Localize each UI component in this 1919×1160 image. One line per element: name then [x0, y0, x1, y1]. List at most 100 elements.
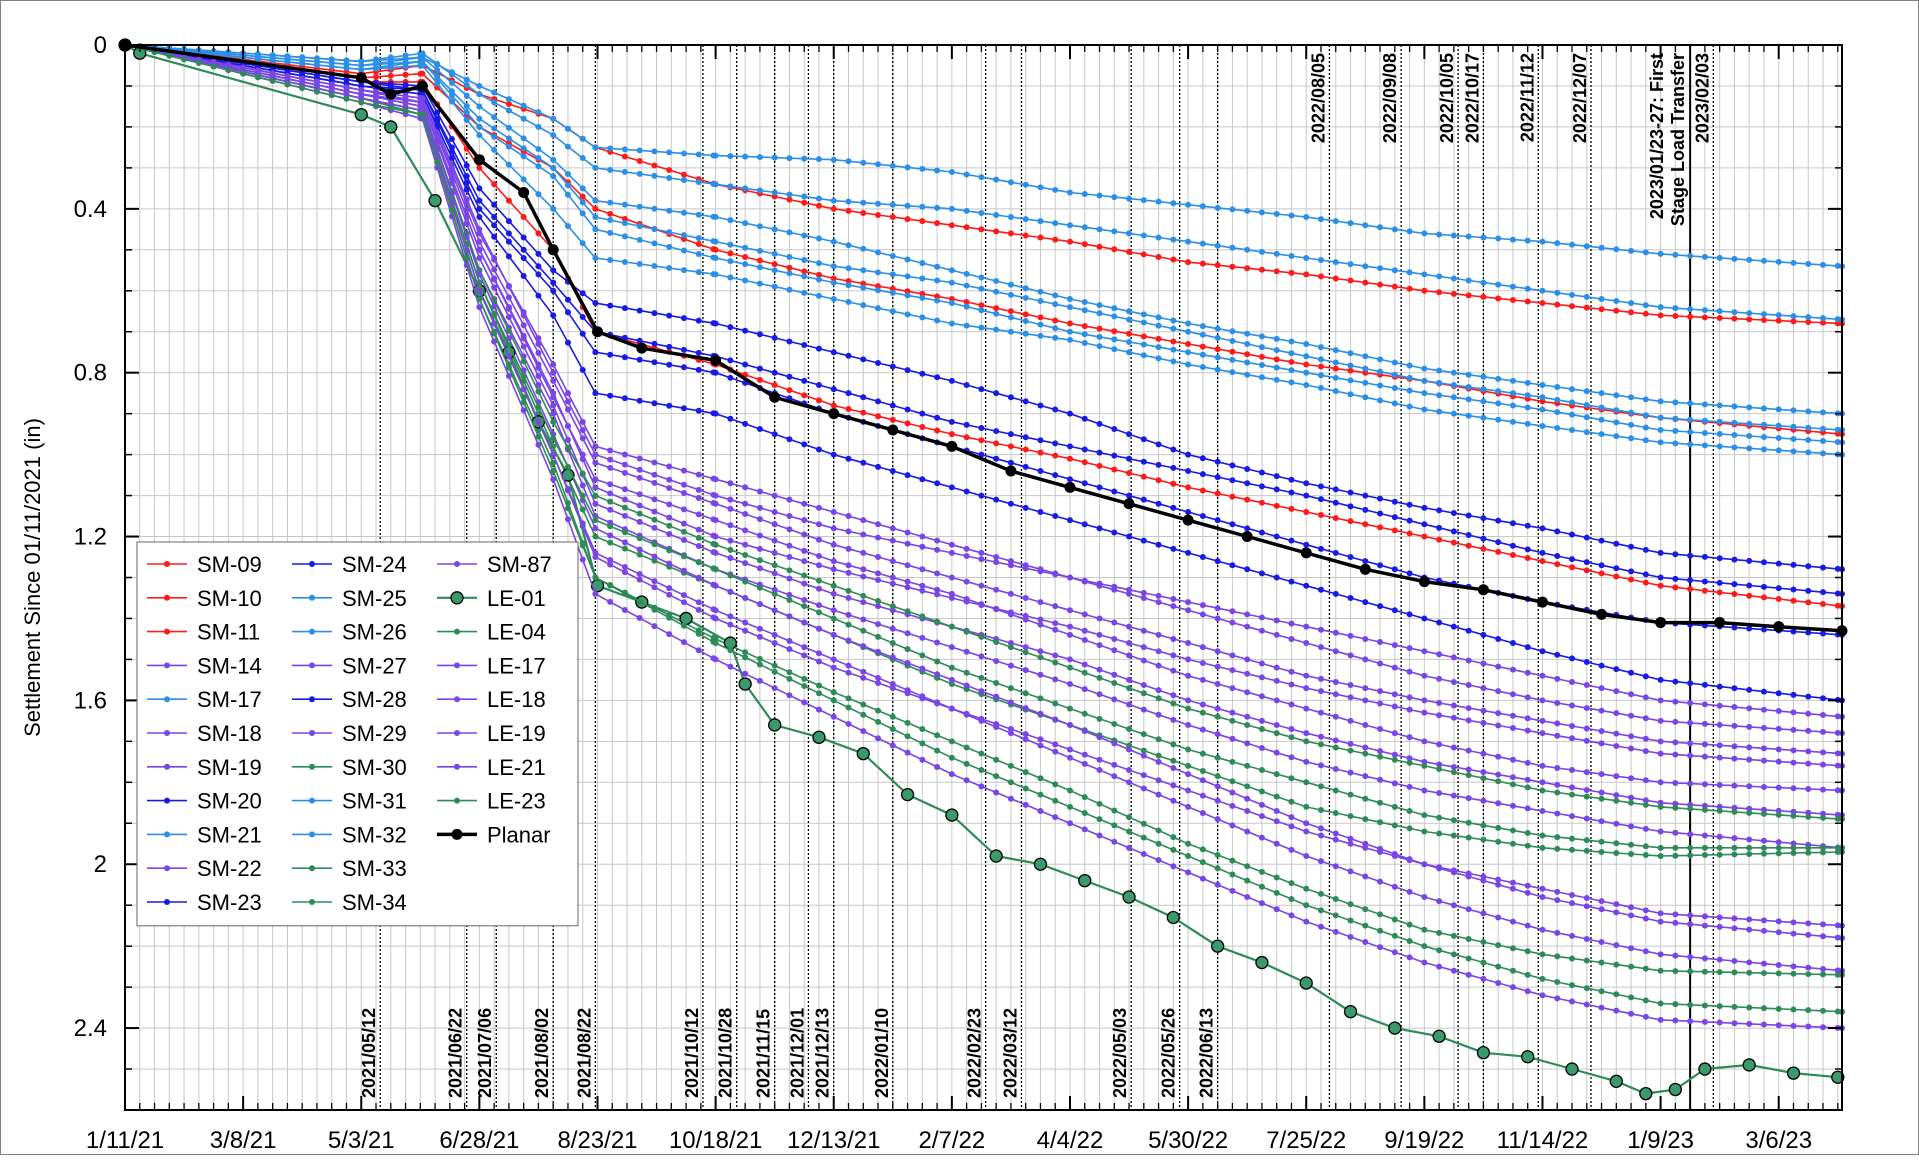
data-point: [1820, 601, 1827, 608]
data-point: [1185, 361, 1192, 368]
data-point: [1007, 308, 1014, 315]
data-point: [491, 330, 498, 337]
data-point: [550, 279, 557, 286]
data-point: [1820, 1024, 1827, 1031]
data-point: [860, 209, 867, 216]
data-point: [860, 394, 867, 401]
data-point: [651, 606, 658, 613]
data-point: [1524, 715, 1531, 722]
data-point: [1583, 559, 1590, 566]
data-point: [680, 150, 687, 157]
data-point: [1007, 762, 1014, 769]
legend: SM-09SM-10SM-11SM-14SM-17SM-18SM-19SM-20…: [136, 541, 579, 927]
data-point: [1391, 691, 1398, 698]
data-point: [1111, 807, 1118, 814]
data-point: [1155, 461, 1162, 468]
data-point: [1539, 525, 1546, 532]
data-point: [769, 391, 781, 403]
data-point: [1332, 365, 1339, 372]
data-point: [592, 443, 599, 450]
data-point: [1199, 471, 1206, 478]
data-point: [771, 537, 778, 544]
data-point: [1317, 356, 1324, 363]
data-point: [801, 517, 808, 524]
data-point: [1185, 762, 1192, 769]
data-point: [1210, 939, 1225, 953]
data-point: [1347, 261, 1354, 268]
data-point: [1524, 784, 1531, 791]
data-point: [1657, 828, 1664, 835]
data-point: [1022, 330, 1029, 337]
data-point: [434, 159, 441, 166]
data-point: [742, 244, 749, 251]
data-point: [1273, 771, 1280, 778]
data-point: [1476, 1046, 1491, 1060]
data-point: [1185, 803, 1192, 810]
data-point: [786, 155, 793, 162]
data-point: [993, 305, 1000, 312]
data-point: [978, 767, 985, 774]
data-point: [1687, 577, 1694, 584]
data-point: [1007, 611, 1014, 618]
data-point: [830, 197, 837, 204]
data-point: [621, 220, 628, 227]
data-point: [592, 144, 599, 151]
data-point: [1524, 522, 1531, 529]
data-point: [1111, 619, 1118, 626]
data-point: [1421, 672, 1428, 679]
data-point: [434, 137, 441, 144]
data-point: [1583, 658, 1590, 665]
legend-marker: [164, 797, 170, 804]
data-point: [1214, 490, 1221, 497]
data-point: [448, 207, 455, 214]
data-point: [904, 733, 911, 740]
data-point: [948, 754, 955, 761]
data-point: [1081, 810, 1088, 817]
data-point: [1790, 561, 1797, 568]
data-point: [1317, 741, 1324, 748]
data-point: [621, 259, 628, 266]
data-point: [756, 601, 763, 608]
x-tick-label: 1/11/21: [86, 1127, 164, 1154]
data-point: [328, 56, 335, 63]
data-point: [1170, 652, 1177, 659]
data-point: [680, 467, 687, 474]
data-point: [1214, 558, 1221, 565]
data-point: [934, 374, 941, 381]
data-point: [1199, 660, 1206, 667]
data-point: [948, 541, 955, 548]
data-point: [845, 637, 852, 644]
data-point: [1229, 758, 1236, 765]
data-point: [1524, 404, 1531, 411]
data-point: [1760, 724, 1767, 731]
data-point: [636, 491, 643, 498]
x-tick-label: 9/19/22: [1384, 1127, 1464, 1154]
data-point: [535, 263, 542, 270]
data-point: [592, 300, 599, 307]
data-point: [948, 623, 955, 630]
data-point: [535, 388, 542, 395]
data-point: [845, 611, 852, 618]
data-point: [712, 640, 719, 647]
data-point: [948, 222, 955, 229]
data-point: [801, 580, 808, 587]
data-point: [1244, 465, 1251, 472]
data-point: [1022, 801, 1029, 808]
data-point: [651, 240, 658, 247]
legend-label: LE-17: [487, 653, 546, 678]
data-point: [1066, 664, 1073, 671]
data-point: [1052, 741, 1059, 748]
data-point: [1081, 686, 1088, 693]
data-point: [1052, 716, 1059, 723]
data-point: [712, 517, 719, 524]
data-point: [1436, 651, 1443, 658]
data-point: [1716, 754, 1723, 761]
data-point: [491, 233, 498, 240]
data-point: [1790, 436, 1797, 443]
data-point: [1244, 330, 1251, 337]
data-point: [742, 619, 749, 626]
data-point: [621, 545, 628, 552]
data-point: [1775, 422, 1782, 429]
data-point: [1716, 833, 1723, 840]
data-point: [1155, 541, 1162, 548]
